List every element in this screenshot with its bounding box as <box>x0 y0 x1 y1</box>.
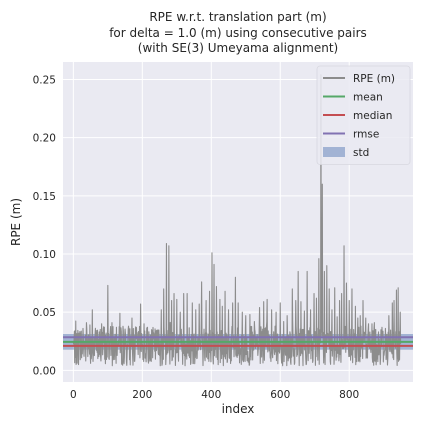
legend-label-median: median <box>353 110 392 122</box>
statistic-lines <box>63 336 413 347</box>
chart-title-line-1: RPE w.r.t. translation part (m) <box>149 10 326 24</box>
legend-label-std: std <box>353 147 369 159</box>
legend-label-rmse: rmse <box>353 129 379 141</box>
y-tick-label: 0.05 <box>33 307 56 319</box>
y-axis-label: RPE (m) <box>9 198 23 246</box>
y-tick-label: 0.15 <box>33 191 56 203</box>
x-tick-label: 800 <box>339 389 359 401</box>
y-tick-label: 0.10 <box>33 249 56 261</box>
legend-label-mean: mean <box>353 92 383 104</box>
legend-label-RPE (m): RPE (m) <box>353 73 395 85</box>
x-axis-label: index <box>222 402 255 416</box>
x-tick-label: 600 <box>270 389 290 401</box>
chart-title-line-2: for delta = 1.0 (m) using consecutive pa… <box>109 26 367 40</box>
x-tick-label: 200 <box>132 389 152 401</box>
legend-swatch-std <box>323 147 345 157</box>
y-tick-labels: 0.00 0.05 0.10 0.15 0.20 0.25 <box>33 74 56 377</box>
y-tick-label: 0.00 <box>33 365 56 377</box>
x-tick-labels: 0 200 400 600 800 <box>70 389 359 401</box>
chart-title: RPE w.r.t. translation part (m) for delt… <box>109 10 367 55</box>
legend: RPE (m) mean median rmse std <box>316 65 411 165</box>
y-tick-label: 0.20 <box>33 133 56 145</box>
y-tick-label: 0.25 <box>33 74 56 86</box>
x-tick-label: 400 <box>201 389 221 401</box>
chart-title-line-3: (with SE(3) Umeyama alignment) <box>138 41 338 55</box>
legend-box <box>316 65 411 165</box>
x-tick-label: 0 <box>70 389 77 401</box>
